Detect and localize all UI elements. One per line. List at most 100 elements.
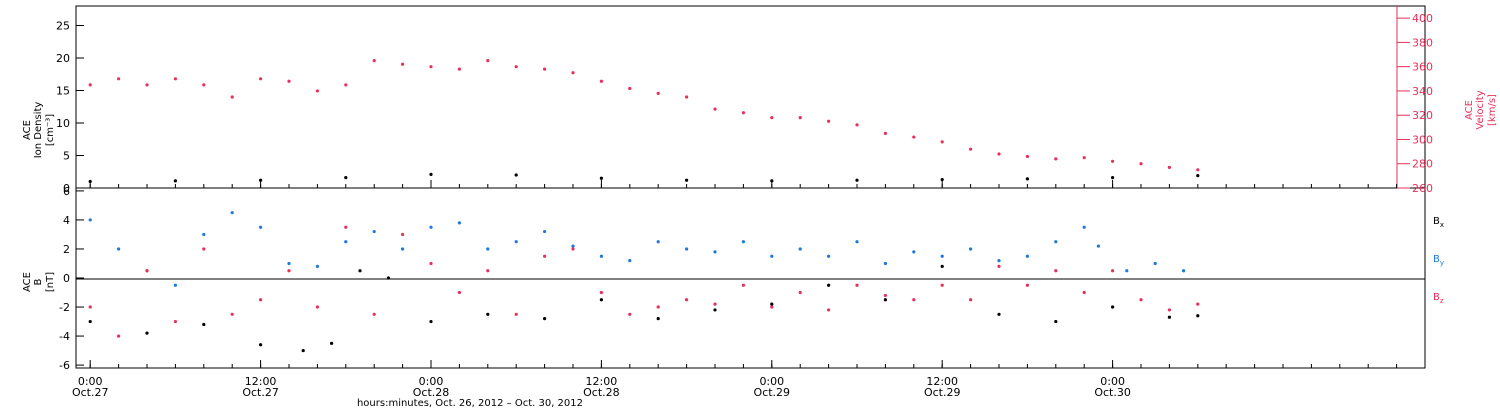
y-left-tick-label-2: 10: [56, 117, 70, 130]
b-series-bz-point-19: [628, 312, 632, 316]
top-series-1-point-7: [287, 79, 291, 83]
b-series-by-point-36: [1096, 244, 1100, 248]
y-left-tick-label-4: 20: [56, 52, 70, 65]
legend-bz: Bz: [1433, 292, 1444, 305]
b-series-bx-point-11: [599, 298, 604, 302]
x-tick-label-date-1: Oct.27: [242, 386, 279, 399]
b-series-bx-point-8: [429, 319, 433, 324]
top-series-0-point-13: [1196, 174, 1200, 178]
b-series-bx-point-19: [1054, 319, 1058, 324]
top-panel-frame: [75, 5, 1426, 189]
b-series-by-point-21: [685, 247, 689, 251]
top-series-0-point-9: [855, 178, 859, 182]
b-series-bz-point-3: [173, 319, 177, 324]
b-series-bz-point-27: [855, 283, 859, 287]
b-series-bz-point-4: [202, 247, 206, 251]
top-series-1-point-33: [1025, 154, 1029, 159]
b-series-bx-point-16: [883, 298, 888, 302]
top-series-1-point-26: [827, 119, 831, 123]
y-b-tick-label-1: -4: [59, 330, 70, 343]
top-series-1-point-12: [429, 65, 433, 69]
top-series-1-point-0: [88, 83, 92, 87]
legend-bx: Bx: [1433, 216, 1444, 229]
b-series-by-point-18: [599, 254, 604, 258]
top-series-1-point-28: [883, 131, 888, 135]
y-left-tick-label-5: 25: [56, 20, 70, 33]
y-right-tick-label-3: 320: [1412, 109, 1433, 122]
b-series-bz-point-34: [1054, 269, 1058, 273]
top-series-1-point-8: [315, 89, 319, 93]
b-series-bz-point-37: [1139, 298, 1143, 302]
b-series-by-point-4: [202, 232, 206, 237]
b-series-bz-point-8: [315, 305, 319, 309]
top-series-1-point-16: [543, 67, 547, 71]
b-series-bx-point-18: [997, 312, 1001, 316]
b-series-by-point-30: [940, 254, 944, 258]
top-series-1-point-1: [117, 77, 121, 81]
b-series-bz-point-9: [344, 225, 348, 229]
y-b-tick-label-3: 0: [63, 272, 70, 285]
b-series-by-point-17: [571, 244, 575, 248]
b-series-bx-point-2: [202, 322, 206, 327]
b-series-bz-point-16: [543, 254, 547, 258]
b-series-by-point-8: [315, 264, 319, 268]
top-series-1-point-20: [656, 91, 660, 95]
b-series-bx-point-6: [358, 269, 362, 273]
top-series-1-point-34: [1054, 157, 1058, 161]
y-right-tick-label-0: 260: [1412, 182, 1433, 195]
top-series-1-point-11: [401, 62, 405, 66]
ylabel-b-line3: [nT]: [45, 272, 56, 292]
top-series-1-point-2: [145, 83, 149, 87]
b-series-by-point-19: [628, 258, 632, 263]
b-series-bz-point-6: [259, 298, 263, 302]
top-series-1-point-19: [628, 86, 632, 91]
x-tick-label-time-0: 0:00: [78, 375, 103, 388]
b-series-bz-point-30: [940, 283, 944, 287]
top-series-1-point-35: [1082, 156, 1086, 160]
ylabel-left-line1: ACE: [22, 120, 33, 140]
b-series-bx-point-14: [770, 302, 774, 306]
top-series-1-point-22: [713, 107, 717, 111]
b-series-bz-point-28: [883, 293, 888, 298]
b-series-bx-point-15: [827, 283, 831, 287]
b-series-bx-point-22: [1196, 314, 1200, 318]
x-tick-label-time-6: 0:00: [1100, 375, 1125, 388]
b-series-bz-point-12: [429, 261, 433, 266]
b-series-bx-point-9: [486, 312, 490, 316]
b-series-bx-point-3: [259, 343, 263, 347]
top-series-0-point-7: [685, 178, 689, 182]
x-tick-label-date-5: Oct.29: [924, 386, 961, 399]
y-b-tick-label-5: 4: [63, 214, 70, 227]
x-tick-label-date-3: Oct.28: [583, 386, 620, 399]
b-series-by-point-38: [1153, 261, 1157, 266]
y-left-tick-label-3: 15: [56, 85, 70, 98]
top-series-0-point-8: [770, 179, 774, 183]
b-series-by-point-11: [401, 247, 405, 251]
b-series-bx-point-0: [88, 319, 92, 324]
y-b-tick-label-2: -2: [59, 301, 70, 314]
legend-by: By: [1433, 254, 1444, 267]
ylabel-right-line3: [km/s]: [1487, 94, 1498, 126]
b-series-bz-point-26: [827, 308, 831, 312]
b-series-bz-point-14: [486, 269, 490, 273]
top-series-1-point-37: [1139, 162, 1143, 166]
b-series-bz-point-36: [1111, 269, 1115, 273]
ticks: [76, 17, 1426, 368]
b-series-bz-point-39: [1196, 302, 1200, 306]
b-series-bz-point-10: [372, 312, 376, 316]
b-series-by-point-31: [969, 247, 973, 251]
top-series-1-point-25: [798, 116, 802, 120]
top-series-0-point-11: [1025, 177, 1029, 181]
b-series-bz-point-5: [230, 312, 234, 316]
y-right-tick-label-2: 300: [1412, 133, 1433, 146]
b-series-bz-point-1: [117, 334, 121, 338]
b-series-by-point-29: [912, 250, 916, 254]
b-series-by-point-26: [827, 254, 831, 258]
b-series-bz-point-33: [1025, 283, 1029, 287]
b-series-by-point-24: [770, 254, 774, 258]
top-series-0-point-5: [514, 173, 518, 177]
top-panel-data: [88, 59, 1200, 184]
b-series-bx-point-13: [713, 308, 717, 312]
b-series-by-point-34: [1054, 240, 1058, 244]
